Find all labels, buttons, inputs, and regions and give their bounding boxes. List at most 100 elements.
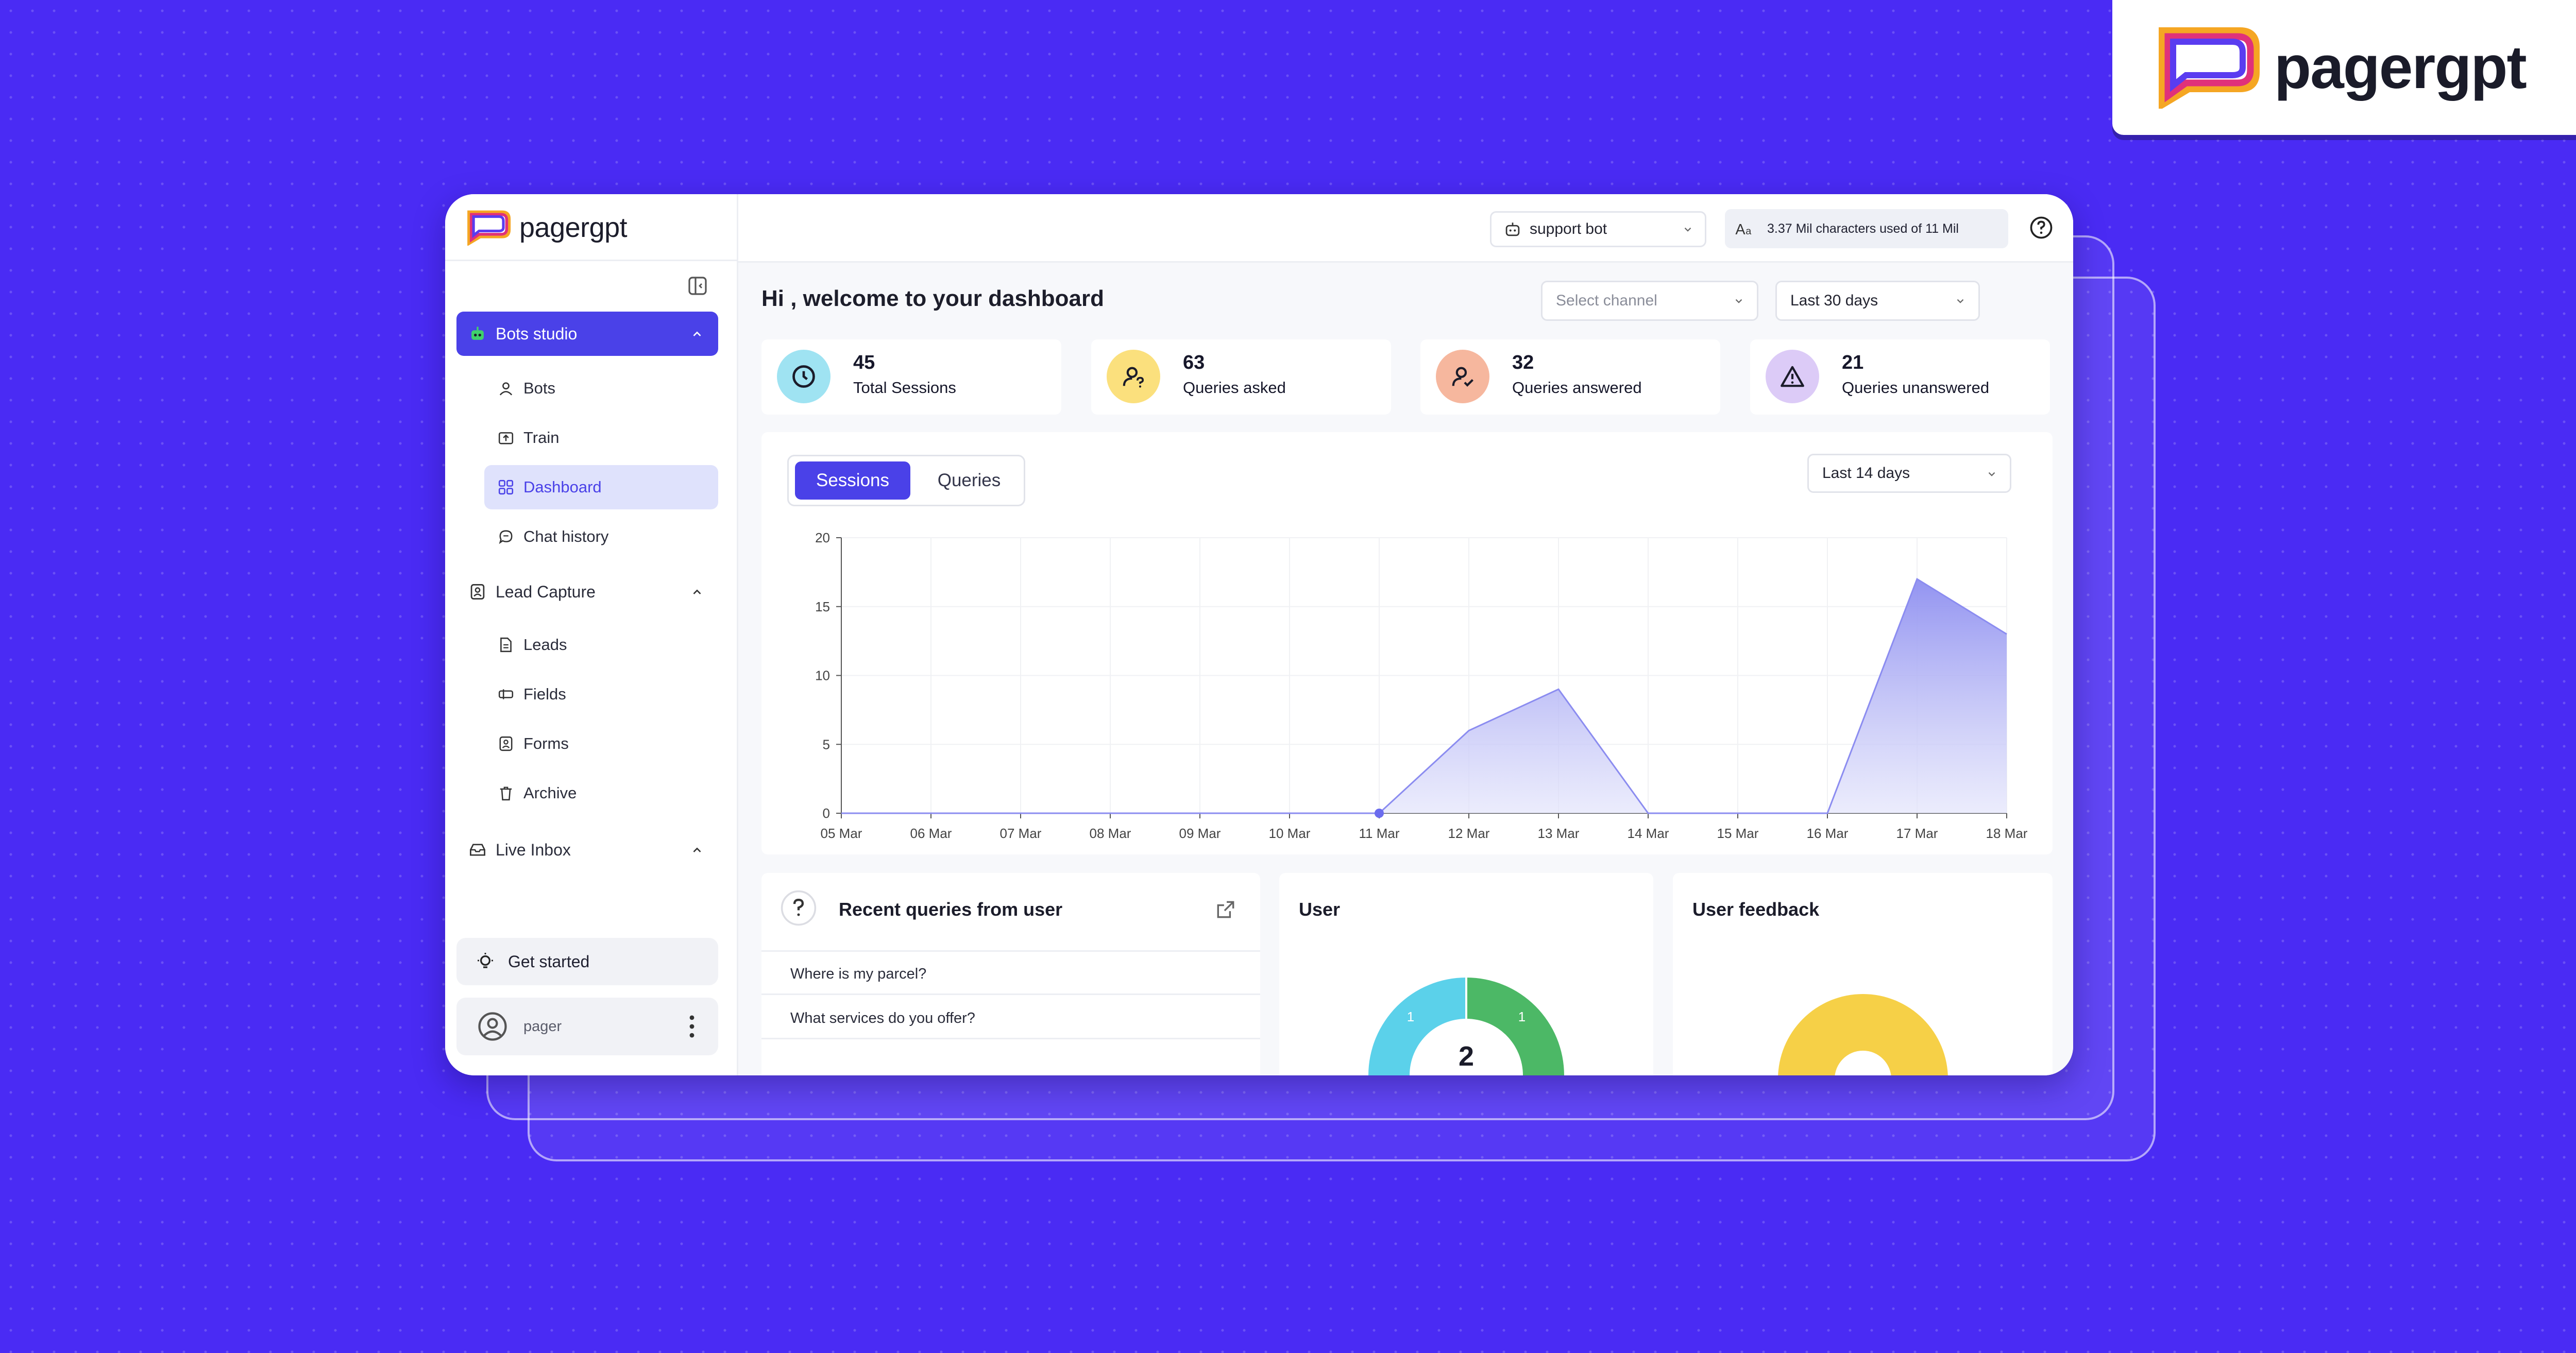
bot-selector[interactable]: support bot [1490,211,1706,247]
stat-icon-bg [777,350,831,403]
chevron-down-icon [1957,299,1964,303]
divider [761,994,1260,995]
bot-selector-value: support bot [1530,220,1607,237]
x-tick-label: 08 Mar [1090,826,1131,841]
avatar-icon [478,1012,507,1041]
sidebar-section-label: Live Inbox [496,840,571,859]
stat-value: 32 [1512,352,1534,373]
donut-segment-label: 1 [1407,1009,1414,1024]
stat-icon-bg [1766,350,1819,403]
recent-queries-title: Recent queries from user [839,899,1063,920]
tab-sessions[interactable]: Sessions [795,461,910,500]
stat-label: Queries unanswered [1842,379,1990,397]
logo-text: pagergpt [519,212,628,243]
hover-point-marker [1375,809,1384,818]
channel-select-placeholder: Select channel [1556,292,1657,309]
sidebar-item-fields[interactable]: Fields [484,672,718,716]
more-options-icon[interactable] [689,1015,694,1038]
divider [445,260,737,261]
clock-icon [792,365,815,388]
lightbulb-icon [478,953,493,968]
get-started-button[interactable]: Get started [456,938,718,985]
get-started-label: Get started [508,952,590,971]
user-feedback-title: User feedback [1692,899,1820,920]
x-tick-label: 13 Mar [1538,826,1580,841]
stat-value: 21 [1842,352,1864,373]
recent-query-item[interactable]: What services do you offer? [790,1010,975,1026]
sidebar-item-label: Bots [523,379,556,397]
grid-icon [498,479,514,495]
x-tick-label: 14 Mar [1628,826,1669,841]
sidebar-item-forms[interactable]: Forms [484,722,718,766]
user-panel: User 1 1 2 [1279,873,1653,1075]
feedback-donut-chart [1778,994,1948,1075]
user-panel-title: User [1299,899,1341,920]
donut-total: 2 [1459,1041,1474,1072]
tab-queries[interactable]: Queries [937,470,1001,490]
sessions-chart-card: Sessions Queries Last 14 days 0 5 10 15 20 05… [761,432,2053,854]
sessions-area-chart: 0 5 10 15 20 05 Mar 06 Mar 07 Mar 08 Mar 09 Mar 10… [815,530,2028,841]
divider [761,950,1260,952]
y-tick-label: 10 [815,668,830,683]
x-tick-label: 17 Mar [1896,826,1938,841]
donut-segment-label: 1 [1518,1009,1526,1024]
date-range-value: Last 30 days [1790,292,1878,309]
chart-tabs: Sessions Queries [787,455,1025,506]
svg-text:A: A [1735,221,1745,238]
chart-range-value: Last 14 days [1822,465,1910,482]
app-logo[interactable]: pagergpt [465,210,628,246]
recent-queries-panel: Recent queries from user Where is my par… [761,873,1260,1075]
sidebar: pagergpt Bots studio Bots Train [445,194,738,1075]
sidebar-section-lead-capture[interactable]: Lead Capture [456,571,718,612]
donut-segment-left [1368,978,1466,1075]
stat-value: 45 [853,352,875,373]
sidebar-item-archive[interactable]: Archive [484,771,718,815]
series-line [841,578,2007,814]
tag-icon [498,689,514,699]
stat-card-queries-unanswered: 21 Queries unanswered [1750,339,2050,415]
sidebar-item-train[interactable]: Train [484,416,718,460]
user-check-icon [1452,367,1473,387]
trash-icon [500,786,512,801]
sidebar-item-dashboard[interactable]: Dashboard [484,465,718,509]
sidebar-item-chat-history[interactable]: Chat history [484,515,718,559]
sidebar-item-bots[interactable]: Bots [484,366,718,410]
donut-segment-right [1466,978,1564,1075]
sidebar-item-leads[interactable]: Leads [484,623,718,667]
divider [761,1038,1260,1039]
x-tick-label: 11 Mar [1359,826,1400,841]
chevron-up-icon [693,331,701,336]
help-icon[interactable] [2029,216,2053,239]
pagergpt-logo-icon [467,210,511,246]
recent-query-item[interactable]: Where is my parcel? [790,966,927,982]
x-tick-label: 12 Mar [1448,826,1490,841]
x-tick-label: 15 Mar [1717,826,1759,841]
sidebar-section-label: Bots studio [496,324,578,343]
user-name: pager [523,1018,562,1035]
date-range-select[interactable]: Last 30 days [1775,281,1980,321]
sidebar-item-label: Chat history [523,527,609,545]
sidebar-item-label: Leads [523,636,567,654]
y-tick-label: 5 [823,737,830,752]
user-profile[interactable]: pager [456,998,718,1055]
sidebar-section-bots-studio[interactable]: Bots studio [456,312,718,356]
brand-badge: pagergpt [2112,0,2576,135]
chart-range-select[interactable]: Last 14 days [1807,454,2011,493]
sidebar-collapse-icon[interactable] [687,276,708,296]
svg-text:a: a [1745,226,1751,237]
sidebar-section-live-inbox[interactable]: Live Inbox [456,829,718,870]
x-tick-label: 16 Mar [1807,826,1849,841]
user-donut-chart: 1 1 2 [1368,978,1564,1075]
stat-card-queries-asked: 63 Queries asked [1091,339,1391,415]
stat-icon-bg [1436,350,1489,403]
channel-select[interactable]: Select channel [1541,281,1758,321]
user-feedback-panel: User feedback [1673,873,2053,1075]
external-link-icon[interactable] [1215,899,1236,920]
sidebar-item-label: Forms [523,734,569,752]
user-query-icon [1123,367,1144,388]
y-tick-label: 15 [815,599,830,614]
chevron-up-icon [693,847,701,852]
